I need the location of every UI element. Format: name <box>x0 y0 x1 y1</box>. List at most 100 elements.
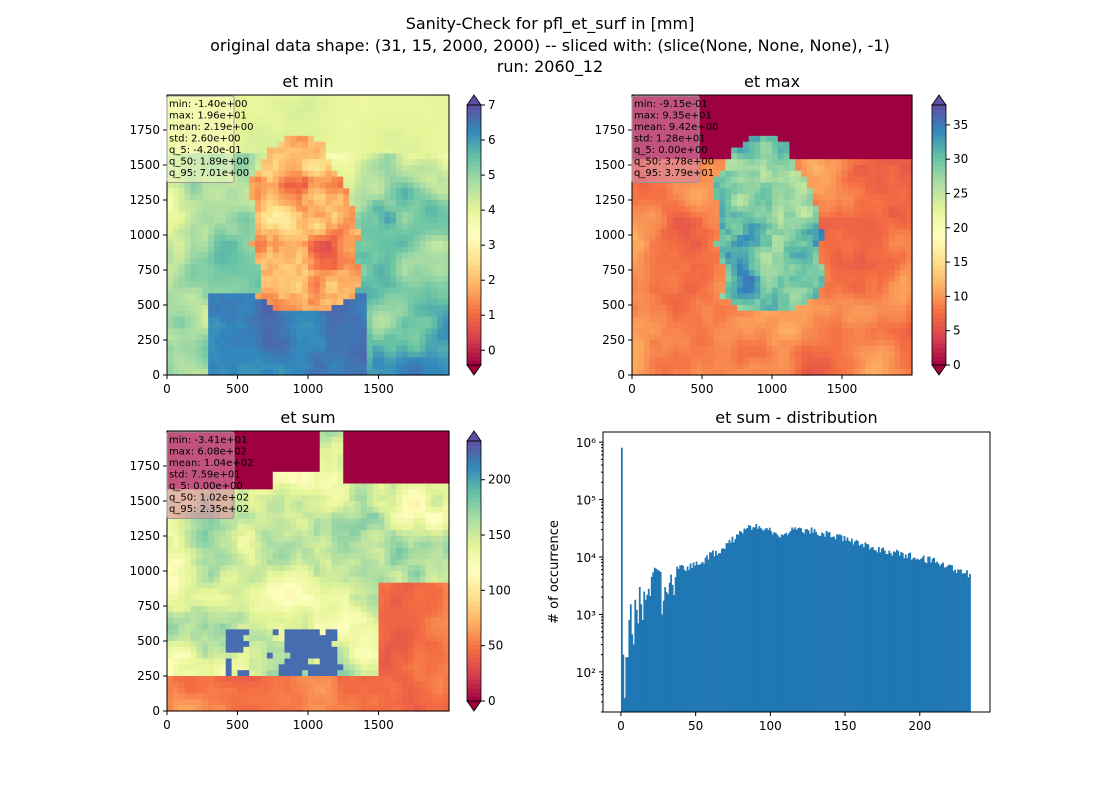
heatmap-cell <box>906 252 913 259</box>
heatmap-cell <box>830 281 837 289</box>
heatmap-cell <box>818 287 826 294</box>
heatmap-cell <box>237 100 244 108</box>
heatmap-cell <box>437 188 444 195</box>
heatmap-cell <box>178 681 186 689</box>
heatmap-cell <box>407 229 415 236</box>
heatmap-cell <box>777 252 785 259</box>
heatmap-cell <box>272 351 280 359</box>
heatmap-cell <box>196 299 203 306</box>
heatmap-cell <box>231 176 239 184</box>
heatmap-cell <box>672 246 680 254</box>
heatmap-cell <box>396 270 403 277</box>
heatmap-cell <box>413 357 421 364</box>
heatmap-cell <box>172 600 180 607</box>
heatmap-cell <box>900 229 907 236</box>
heatmap-cell <box>437 118 444 125</box>
heatmap-cell <box>302 363 309 370</box>
heatmap-cell <box>777 176 785 184</box>
heatmap-cell <box>243 252 250 259</box>
heatmap-cell <box>278 176 286 184</box>
heatmap-cell <box>272 287 280 294</box>
heatmap-cell <box>707 223 715 230</box>
heatmap-cell <box>349 130 356 137</box>
colorbar-segment <box>467 235 481 240</box>
heatmap-cell <box>384 182 391 189</box>
heatmap-cell <box>661 275 668 283</box>
heatmap-cell <box>766 223 773 230</box>
heatmap-cell <box>243 124 250 131</box>
heatmap-cell <box>172 345 180 353</box>
heatmap-cell <box>742 240 750 248</box>
heatmap-cell <box>637 182 645 189</box>
heatmap-cell <box>667 246 674 254</box>
heatmap-cell <box>178 293 186 300</box>
heatmap-cell <box>900 176 907 184</box>
heatmap-cell <box>255 357 262 364</box>
heatmap-cell <box>649 281 656 289</box>
colorbar-tick-label: 7 <box>488 98 496 112</box>
heatmap-cell <box>696 194 703 201</box>
heatmap-cell <box>266 281 274 289</box>
heatmap-cell <box>407 322 415 329</box>
heatmap-cell <box>760 287 767 294</box>
heatmap-cell <box>366 310 374 318</box>
heatmap-cell <box>290 153 297 160</box>
heatmap-cell <box>696 252 703 259</box>
heatmap-cell <box>214 293 221 300</box>
heatmap-cell <box>331 305 338 312</box>
heatmap-cell <box>384 322 391 329</box>
heatmap-cell <box>824 159 831 166</box>
heatmap-cell <box>413 211 421 219</box>
heatmap-cell <box>742 258 750 265</box>
heatmap-cell <box>202 363 209 370</box>
heatmap-cell <box>731 357 738 364</box>
heatmap-cell <box>719 328 726 335</box>
heatmap-cell <box>290 328 297 335</box>
heatmap-cell <box>754 200 761 207</box>
heatmap-cell <box>777 130 785 137</box>
heatmap-cell <box>249 270 256 277</box>
heatmap-cell <box>853 258 861 265</box>
heatmap-cell <box>894 118 901 125</box>
heatmap-cell <box>425 130 432 137</box>
heatmap-cell <box>847 205 855 213</box>
heatmap-cell <box>290 182 297 189</box>
heatmap-cell <box>396 357 403 364</box>
heatmap-cell <box>882 147 890 154</box>
heatmap-cell <box>812 229 820 236</box>
heatmap-cell <box>208 258 215 265</box>
heatmap-cell <box>672 217 680 224</box>
heatmap-cell <box>237 124 244 131</box>
heatmap-cell <box>331 147 338 154</box>
heatmap-cell <box>748 235 756 242</box>
heatmap-cell <box>355 229 362 236</box>
heatmap-cell <box>237 264 244 271</box>
heatmap-cell <box>255 176 262 184</box>
heatmap-cell <box>737 264 744 271</box>
heatmap-cell <box>290 176 297 184</box>
heatmap-cell <box>319 147 327 154</box>
heatmap-cell <box>760 293 767 300</box>
heatmap-cell <box>355 299 362 306</box>
heatmap-cell <box>167 594 174 601</box>
heatmap-cell <box>842 264 849 271</box>
heatmap-cell <box>865 200 872 207</box>
heatmap-cell <box>214 217 221 224</box>
heatmap-cell <box>190 235 197 242</box>
colorbar-segment <box>932 126 946 132</box>
heatmap-cell <box>906 229 913 236</box>
heatmap-cell <box>900 363 907 370</box>
heatmap-cell <box>225 334 233 341</box>
heatmap-cell <box>725 223 732 230</box>
heatmap-cell <box>172 524 180 531</box>
heatmap-cell <box>842 305 849 312</box>
heatmap-cell <box>266 223 274 230</box>
heatmap-cell <box>331 100 338 108</box>
heatmap-cell <box>836 229 843 236</box>
heatmap-cell <box>266 153 274 160</box>
heatmap-cell <box>637 246 645 254</box>
heatmap-cell <box>331 130 338 137</box>
heatmap-cell <box>184 258 192 265</box>
stats-line: min: -9.15e-01 <box>634 99 708 110</box>
heatmap-cell <box>167 305 174 312</box>
